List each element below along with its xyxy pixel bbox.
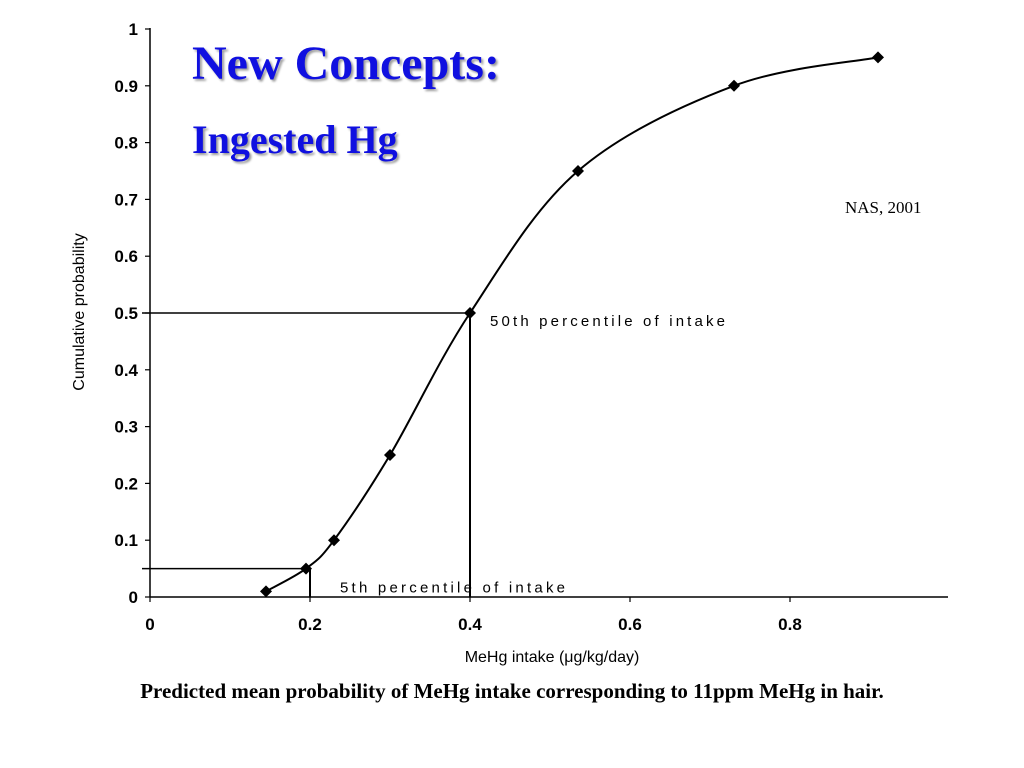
y-tick-label: 0.5 [114, 304, 138, 323]
y-tick-label: 0.8 [114, 134, 138, 153]
data-point [464, 307, 476, 319]
data-points [260, 51, 884, 598]
annotation-5th-percentile: 5th percentile of intake [340, 580, 565, 597]
y-tick-label: 0.1 [114, 531, 138, 550]
y-ticks: 0 0.1 0.2 0.3 0.4 0.5 0.6 0.7 0.8 0.9 1 [114, 20, 150, 607]
data-point [728, 79, 740, 92]
data-point [572, 165, 584, 177]
y-axis-label: Cumulative probability [71, 233, 88, 390]
y-tick-label: 1 [129, 20, 138, 39]
figure-caption: Predicted mean probability of MeHg intak… [140, 679, 884, 703]
x-tick-label: 0.6 [618, 615, 642, 634]
data-point [300, 562, 312, 575]
y-tick-label: 0 [129, 588, 138, 607]
x-tick-label: 0.2 [298, 615, 322, 634]
data-point [328, 534, 340, 547]
slide-subtitle: Ingested Hg [192, 117, 398, 162]
x-axis-label: MeHg intake (μg/kg/day) [465, 649, 640, 666]
slide-title: New Concepts: [192, 37, 500, 90]
x-tick-label: 0.4 [458, 615, 482, 634]
y-tick-label: 0.6 [114, 247, 138, 266]
y-tick-label: 0.9 [114, 77, 138, 96]
y-tick-label: 0.4 [114, 361, 138, 380]
x-ticks: 0 0.2 0.4 0.6 0.8 [145, 597, 802, 634]
y-tick-label: 0.3 [114, 418, 138, 437]
percentile-guides [142, 312, 471, 597]
source-citation: NAS, 2001 [845, 198, 922, 217]
annotation-50th-percentile: 50th percentile of intake [490, 313, 725, 330]
x-tick-label: 0.8 [778, 615, 802, 634]
data-point [384, 449, 396, 461]
y-tick-label: 0.7 [114, 190, 138, 209]
x-tick-label: 0 [145, 615, 154, 634]
data-point [260, 585, 272, 598]
data-point [872, 51, 884, 64]
y-tick-label: 0.2 [114, 474, 138, 493]
